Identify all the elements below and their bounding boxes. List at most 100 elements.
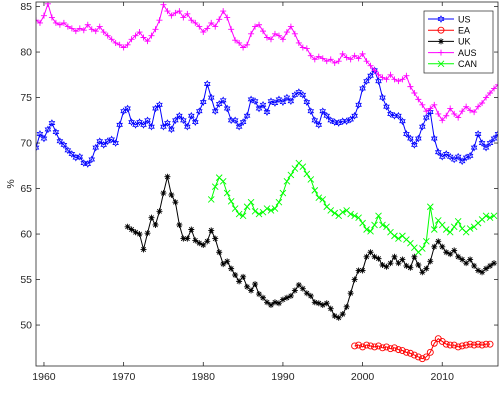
data-point-uk bbox=[152, 221, 159, 228]
data-point-us bbox=[255, 104, 263, 113]
data-point-uk bbox=[156, 208, 163, 215]
data-point-uk bbox=[303, 290, 310, 297]
data-point-aus bbox=[136, 29, 143, 36]
data-point-us bbox=[211, 107, 219, 116]
data-point-can bbox=[327, 207, 335, 214]
data-point-us bbox=[251, 97, 259, 106]
data-point-us bbox=[375, 77, 382, 86]
data-point-us bbox=[351, 111, 358, 120]
data-point-uk bbox=[279, 296, 286, 303]
data-point-us bbox=[36, 143, 40, 152]
data-point-ea bbox=[398, 347, 406, 354]
data-point-us bbox=[287, 97, 295, 106]
data-point-ea bbox=[387, 345, 394, 353]
data-point-us bbox=[458, 157, 466, 166]
data-point-ea bbox=[482, 340, 490, 348]
data-point-ea bbox=[458, 342, 466, 350]
data-point-aus bbox=[132, 32, 139, 39]
data-point-aus bbox=[435, 110, 442, 117]
data-point-aus bbox=[291, 30, 298, 37]
data-point-can bbox=[355, 214, 362, 221]
data-point-us bbox=[184, 122, 191, 131]
data-point-aus bbox=[84, 21, 91, 28]
data-point-can bbox=[315, 194, 323, 201]
data-point-uk bbox=[275, 300, 282, 307]
data-point-us bbox=[403, 130, 410, 138]
data-point-aus bbox=[303, 45, 310, 52]
data-point-can bbox=[303, 170, 311, 178]
data-point-us bbox=[92, 143, 100, 152]
data-point-us bbox=[128, 118, 135, 126]
data-point-aus bbox=[68, 25, 75, 32]
data-point-aus bbox=[96, 23, 103, 30]
series-aus bbox=[36, 2, 498, 124]
data-point-aus bbox=[295, 39, 302, 46]
data-point-uk bbox=[208, 227, 215, 234]
data-point-uk bbox=[447, 251, 454, 258]
series-uk bbox=[124, 173, 498, 321]
data-point-aus bbox=[307, 52, 314, 59]
data-point-ea bbox=[359, 343, 367, 351]
data-point-us bbox=[40, 134, 48, 143]
data-point-aus bbox=[455, 114, 462, 121]
data-point-can bbox=[299, 163, 307, 171]
data-point-us bbox=[247, 95, 255, 104]
data-point-ea bbox=[355, 341, 363, 349]
data-point-us bbox=[327, 116, 335, 125]
data-point-uk bbox=[375, 255, 382, 262]
y-tick-label: 75 bbox=[20, 92, 32, 104]
data-point-aus bbox=[44, 2, 51, 7]
data-point-aus bbox=[248, 30, 255, 37]
data-point-ea bbox=[390, 344, 398, 352]
data-point-uk bbox=[471, 262, 478, 269]
data-point-aus bbox=[411, 90, 418, 96]
data-point-us bbox=[112, 139, 119, 147]
data-point-can bbox=[426, 203, 434, 211]
data-point-us bbox=[243, 111, 251, 120]
data-point-us bbox=[446, 152, 454, 161]
data-point-us bbox=[279, 98, 287, 106]
x-tick-label: 1990 bbox=[271, 371, 295, 383]
data-point-uk bbox=[367, 249, 374, 256]
data-point-uk bbox=[248, 287, 255, 294]
data-point-can bbox=[331, 209, 339, 217]
data-point-uk bbox=[124, 223, 131, 230]
data-point-aus bbox=[351, 52, 358, 59]
data-point-uk bbox=[287, 292, 294, 299]
data-point-aus bbox=[271, 30, 278, 37]
data-point-aus bbox=[327, 56, 334, 63]
data-point-us bbox=[44, 125, 52, 134]
data-point-aus bbox=[104, 32, 111, 39]
data-point-can bbox=[371, 221, 378, 229]
data-point-us bbox=[347, 115, 354, 124]
data-point-uk bbox=[327, 305, 334, 312]
data-point-us bbox=[76, 152, 84, 161]
legend-marker-can bbox=[437, 60, 445, 68]
data-point-aus bbox=[72, 28, 79, 35]
data-point-aus bbox=[128, 36, 135, 43]
data-point-us bbox=[470, 143, 478, 152]
data-point-us bbox=[180, 116, 187, 125]
data-point-us bbox=[100, 141, 108, 149]
data-point-us bbox=[259, 100, 267, 109]
legend-label: US bbox=[458, 14, 471, 24]
data-point-us bbox=[223, 104, 231, 113]
data-point-aus bbox=[459, 108, 466, 115]
y-tick-label: 85 bbox=[20, 1, 32, 13]
data-point-aus bbox=[279, 36, 286, 43]
data-point-aus bbox=[403, 72, 410, 79]
data-point-us bbox=[156, 100, 163, 109]
axes-layer: 1960 1970 1980 1990 2000 2010 50 55 60 65 70 75 80 85… bbox=[5, 1, 499, 383]
data-point-us bbox=[199, 98, 207, 106]
data-point-uk bbox=[383, 263, 390, 270]
data-point-aus bbox=[232, 37, 239, 44]
data-point-aus bbox=[311, 56, 318, 63]
data-point-uk bbox=[128, 226, 135, 233]
legend-item-ea: EA bbox=[428, 26, 470, 36]
data-point-uk bbox=[419, 269, 426, 276]
data-point-us bbox=[60, 141, 68, 149]
data-point-uk bbox=[331, 312, 338, 319]
data-point-uk bbox=[236, 278, 243, 285]
data-point-us bbox=[319, 107, 327, 116]
